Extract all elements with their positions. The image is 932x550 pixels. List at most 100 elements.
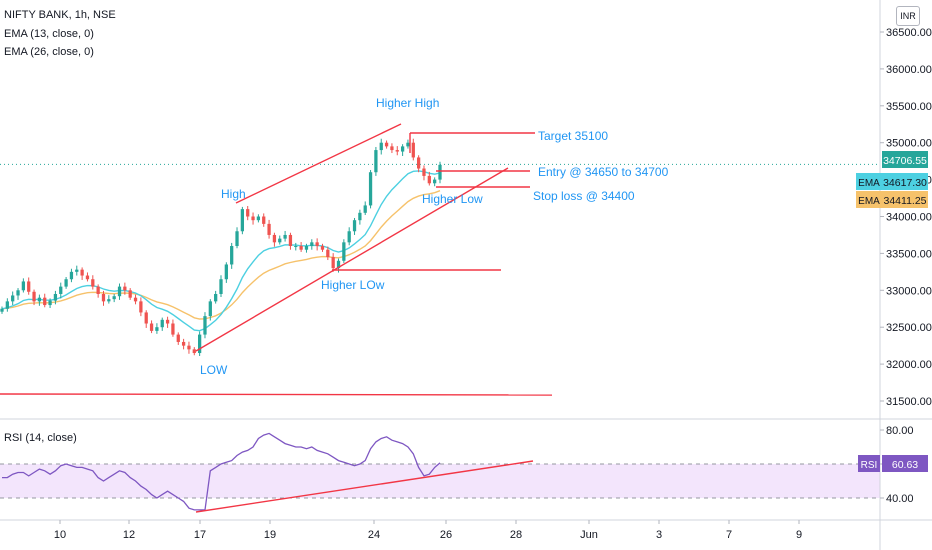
price-tag-bg xyxy=(882,191,928,208)
rsi-legend[interactable]: RSI (14, close) xyxy=(4,432,77,444)
candle-body xyxy=(427,175,431,184)
candle-body xyxy=(27,281,31,292)
ema-13-line xyxy=(1,170,441,332)
annotation-label: Higher Low xyxy=(422,192,483,206)
candle-body xyxy=(347,231,351,243)
rsi-tag-name-bg xyxy=(858,455,880,472)
candle-body xyxy=(139,301,143,313)
candle-body xyxy=(342,242,346,261)
candle-body xyxy=(219,279,223,294)
time-tick-label: 28 xyxy=(510,529,522,541)
ema-13-path xyxy=(1,170,441,332)
ema-26-path xyxy=(1,190,441,320)
candle-body xyxy=(262,216,266,224)
candle-body xyxy=(149,323,154,331)
price-tag-name: EMA xyxy=(858,178,880,189)
candle-body xyxy=(422,168,426,176)
candle-body xyxy=(384,142,389,147)
candle-body xyxy=(230,246,234,265)
candle-body xyxy=(374,150,378,173)
candle-body xyxy=(181,341,186,346)
price-tick-label: 31500.00 xyxy=(886,396,932,408)
ema-26-legend[interactable]: EMA (26, close, 0) xyxy=(4,46,94,58)
price-tick-label: 33000.00 xyxy=(886,285,932,297)
candle-body xyxy=(400,146,405,152)
symbol-legend[interactable]: NIFTY BANK, 1h, NSE xyxy=(4,9,116,21)
candle-body xyxy=(411,142,415,158)
candle-body xyxy=(75,269,79,272)
candle-body xyxy=(214,293,218,302)
rsi-band xyxy=(0,463,880,499)
candle-body xyxy=(59,286,63,294)
annotation-label: Stop loss @ 34400 xyxy=(533,189,635,203)
candle-body xyxy=(48,300,52,306)
candle-body xyxy=(53,293,58,301)
price-tag-name-bg xyxy=(856,173,882,190)
candle-body xyxy=(224,264,228,280)
currency-button[interactable]: INR xyxy=(896,6,920,26)
candle-body xyxy=(21,281,26,291)
price-tag-value: 34617.30 xyxy=(883,177,927,189)
candle-body xyxy=(299,246,303,250)
candle-body xyxy=(315,242,319,247)
candle-body xyxy=(294,246,298,248)
candle-body xyxy=(438,164,442,180)
ema-13-legend[interactable]: EMA (13, close, 0) xyxy=(4,28,94,40)
trend-line xyxy=(195,460,534,513)
price-tag: EMA 34411.25 xyxy=(856,191,928,208)
price-tick-label: 33500.00 xyxy=(886,248,932,260)
rsi-path xyxy=(2,432,441,511)
time-tick-label: 12 xyxy=(123,529,135,541)
candle-body xyxy=(203,316,207,335)
price-tick-label: 36500.00 xyxy=(886,27,932,39)
candlesticks xyxy=(0,138,442,356)
candle-body xyxy=(37,297,42,302)
candle-body xyxy=(128,290,132,298)
time-tick-label: 19 xyxy=(264,529,276,541)
candle-body xyxy=(320,246,325,250)
annotation-label: Higher High xyxy=(376,96,439,110)
candle-body xyxy=(0,308,4,312)
annotation-label: High xyxy=(221,187,246,201)
candle-body xyxy=(171,323,175,335)
candle-body xyxy=(310,242,314,247)
candle-body xyxy=(123,286,127,291)
candle-body xyxy=(80,269,84,276)
candle-body xyxy=(192,349,196,354)
candle-body xyxy=(160,319,164,328)
candle-body xyxy=(117,286,122,297)
candle-body xyxy=(326,249,330,258)
annotation-label: Entry @ 34650 to 34700 xyxy=(538,165,669,179)
price-tag-bg xyxy=(882,151,928,168)
candle-body xyxy=(390,146,394,151)
time-tick-label: 9 xyxy=(796,529,802,541)
candle-body xyxy=(43,297,47,306)
time-axis: 10 12 17 19 24 26 28 Jun 3 7 9 xyxy=(54,520,802,541)
ema-26-line xyxy=(1,190,441,320)
candle-body xyxy=(11,295,15,302)
rsi-tick-label: 80.00 xyxy=(886,425,914,437)
candle-body xyxy=(379,142,383,151)
candle-body xyxy=(91,279,95,287)
price-tick-label: 32500.00 xyxy=(886,322,932,334)
time-tick-label: 7 xyxy=(726,529,732,541)
candle-body xyxy=(240,209,245,232)
candle-body xyxy=(64,279,68,287)
price-tag-name: EMA xyxy=(858,196,880,207)
candle-body xyxy=(176,334,180,342)
candle-body xyxy=(208,301,212,317)
rsi-tag-name: RSI xyxy=(861,460,878,471)
candle-body xyxy=(278,238,282,243)
candle-body xyxy=(246,209,250,217)
candle-body xyxy=(331,257,335,269)
price-tick-label: 35500.00 xyxy=(886,101,932,113)
candle-body xyxy=(363,205,367,213)
candle-body xyxy=(96,286,100,294)
candle-body xyxy=(69,271,74,280)
candle-body xyxy=(155,327,159,331)
price-tick-label: 36000.00 xyxy=(886,64,932,76)
candle-body xyxy=(5,301,9,309)
candle-body xyxy=(187,345,191,350)
